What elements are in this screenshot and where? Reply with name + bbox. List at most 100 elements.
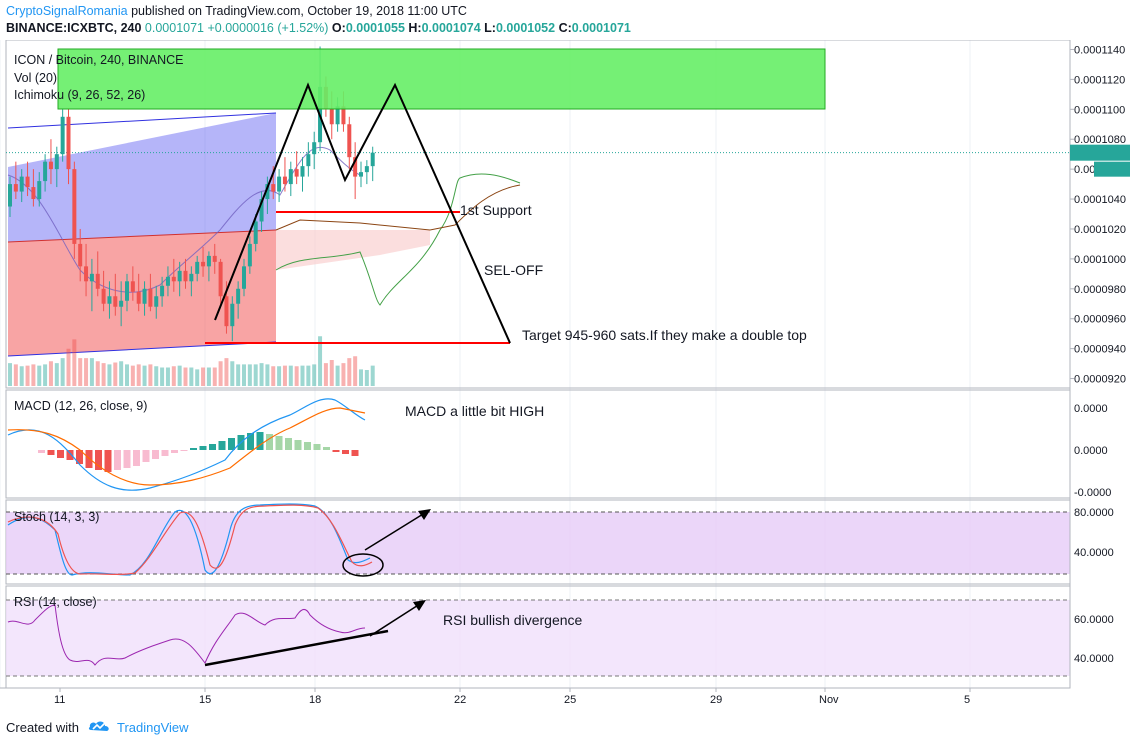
time-tick-label: 29 xyxy=(710,694,722,706)
rsi-arrow-line[interactable] xyxy=(369,601,424,637)
time-tick-label: Nov xyxy=(819,694,839,706)
macd-histogram-bar xyxy=(351,450,359,456)
double-top-pattern[interactable] xyxy=(214,82,511,344)
macd-tick-label: 0.0000 xyxy=(1074,445,1108,457)
volume-bar xyxy=(125,364,129,386)
macd-signal-line xyxy=(7,407,366,486)
macd-histogram-bar xyxy=(38,450,45,453)
volume-bar xyxy=(218,361,223,386)
volume-bar xyxy=(282,365,287,386)
publish-line: CryptoSignalRomania published on Trading… xyxy=(6,4,467,18)
volume-bar xyxy=(113,362,118,386)
target-annotation: Target 945-960 sats.If they make a doubl… xyxy=(522,327,807,343)
volume-bar xyxy=(78,358,83,386)
author-link[interactable]: CryptoSignalRomania xyxy=(6,4,128,18)
candle-body xyxy=(72,169,77,244)
candle-body xyxy=(206,255,211,267)
volume-bar xyxy=(189,367,194,386)
volume-bar xyxy=(265,364,270,386)
macd-histogram-bar xyxy=(171,450,178,453)
price-tick-label: 0.0001140 xyxy=(1074,44,1125,56)
selloff-annotation: SEL-OFF xyxy=(484,262,543,278)
candle-body xyxy=(84,266,89,282)
macd-line xyxy=(7,398,366,491)
volume-bar xyxy=(142,365,147,386)
ohlc-line: BINANCE:ICXBTC, 240 0.0001071 +0.0000016… xyxy=(6,21,631,35)
candle-body xyxy=(265,184,270,200)
volume-bar xyxy=(300,365,305,386)
candle-body xyxy=(8,184,12,207)
candle-body xyxy=(125,281,129,301)
price-tick-label: 0.0000920 xyxy=(1074,374,1126,386)
volume-bar xyxy=(353,356,358,386)
drawings xyxy=(57,48,826,667)
macd-histogram-bar xyxy=(76,450,83,464)
stoch-arrow-line[interactable] xyxy=(364,510,429,551)
volume-bar xyxy=(8,363,12,386)
open-value: 0.0001055 xyxy=(345,21,405,35)
volume-bar xyxy=(19,366,24,386)
volume-bar xyxy=(107,364,112,386)
volume-bar xyxy=(364,370,369,386)
macd-note: MACD a little bit HIGH xyxy=(405,403,544,419)
candle-body xyxy=(353,157,358,177)
volume-bar xyxy=(130,365,135,386)
rsi-tick-label: 60.0000 xyxy=(1074,614,1114,626)
volume-bar xyxy=(341,363,346,386)
support-annotation: 1st Support xyxy=(460,202,532,218)
candle-body xyxy=(306,154,311,167)
volume-bar xyxy=(37,365,42,386)
volume-series xyxy=(8,336,375,386)
candle-body xyxy=(218,261,223,297)
candle-body xyxy=(19,176,24,192)
price-tick-label: 0.0000980 xyxy=(1074,284,1126,296)
tradingview-link[interactable]: TradingView xyxy=(117,720,189,735)
candle-body xyxy=(335,106,340,125)
volume-bar xyxy=(259,363,264,386)
candle-body xyxy=(212,255,217,262)
volume-bar xyxy=(13,364,18,386)
macd-histogram-bar xyxy=(285,438,292,450)
price-tick-label: 0.0000960 xyxy=(1074,314,1126,326)
high-value: 0.0001074 xyxy=(421,21,481,35)
channel-bottom-line xyxy=(7,341,277,357)
macd-tick-label: 0.0000 xyxy=(1074,403,1108,415)
volume-bar xyxy=(294,366,299,386)
chart-canvas[interactable]: ICON / Bitcoin, 240, BINANCE Vol (20) Ichi… xyxy=(0,40,1138,712)
stoch-d-line xyxy=(7,504,373,575)
candle-body xyxy=(78,243,83,267)
ichimoku-cloud-bear xyxy=(276,230,430,270)
volume-bar xyxy=(43,364,48,386)
time-tick-label: 15 xyxy=(199,694,211,706)
time-tick-label: 5 xyxy=(964,694,970,706)
candle-body xyxy=(66,116,71,170)
macd-histogram-bar xyxy=(266,434,273,450)
resistance-zone[interactable] xyxy=(57,48,826,110)
candle-body xyxy=(113,296,118,307)
volume-bar xyxy=(48,361,53,386)
ichimoku-label: Ichimoku (9, 26, 52, 26) xyxy=(14,88,145,102)
volume-bar xyxy=(288,365,293,386)
candle-body xyxy=(13,184,18,192)
volume-bar xyxy=(312,364,317,386)
volume-bar xyxy=(370,365,375,386)
macd-histogram-bar xyxy=(142,450,150,462)
volume-bar xyxy=(347,358,352,386)
stoch-arrow-head xyxy=(418,509,431,520)
macd-histogram-bar xyxy=(247,433,254,450)
time-tick-label: 18 xyxy=(309,694,321,706)
stoch-circle[interactable] xyxy=(342,553,384,577)
volume-bar xyxy=(335,365,340,386)
volume-bar xyxy=(89,358,94,386)
macd-histogram-bar xyxy=(152,450,159,459)
macd-histogram-bar xyxy=(180,450,188,451)
volume-bar xyxy=(119,361,124,386)
volume-bar xyxy=(101,363,106,386)
candle-body xyxy=(364,166,369,173)
candle-body xyxy=(95,273,100,289)
high-label: H: xyxy=(408,21,422,35)
rsi-divergence-line[interactable] xyxy=(204,629,389,667)
volume-label: Vol (20) xyxy=(14,71,57,85)
volume-bar xyxy=(253,364,258,386)
macd-histogram-bar xyxy=(47,450,55,455)
